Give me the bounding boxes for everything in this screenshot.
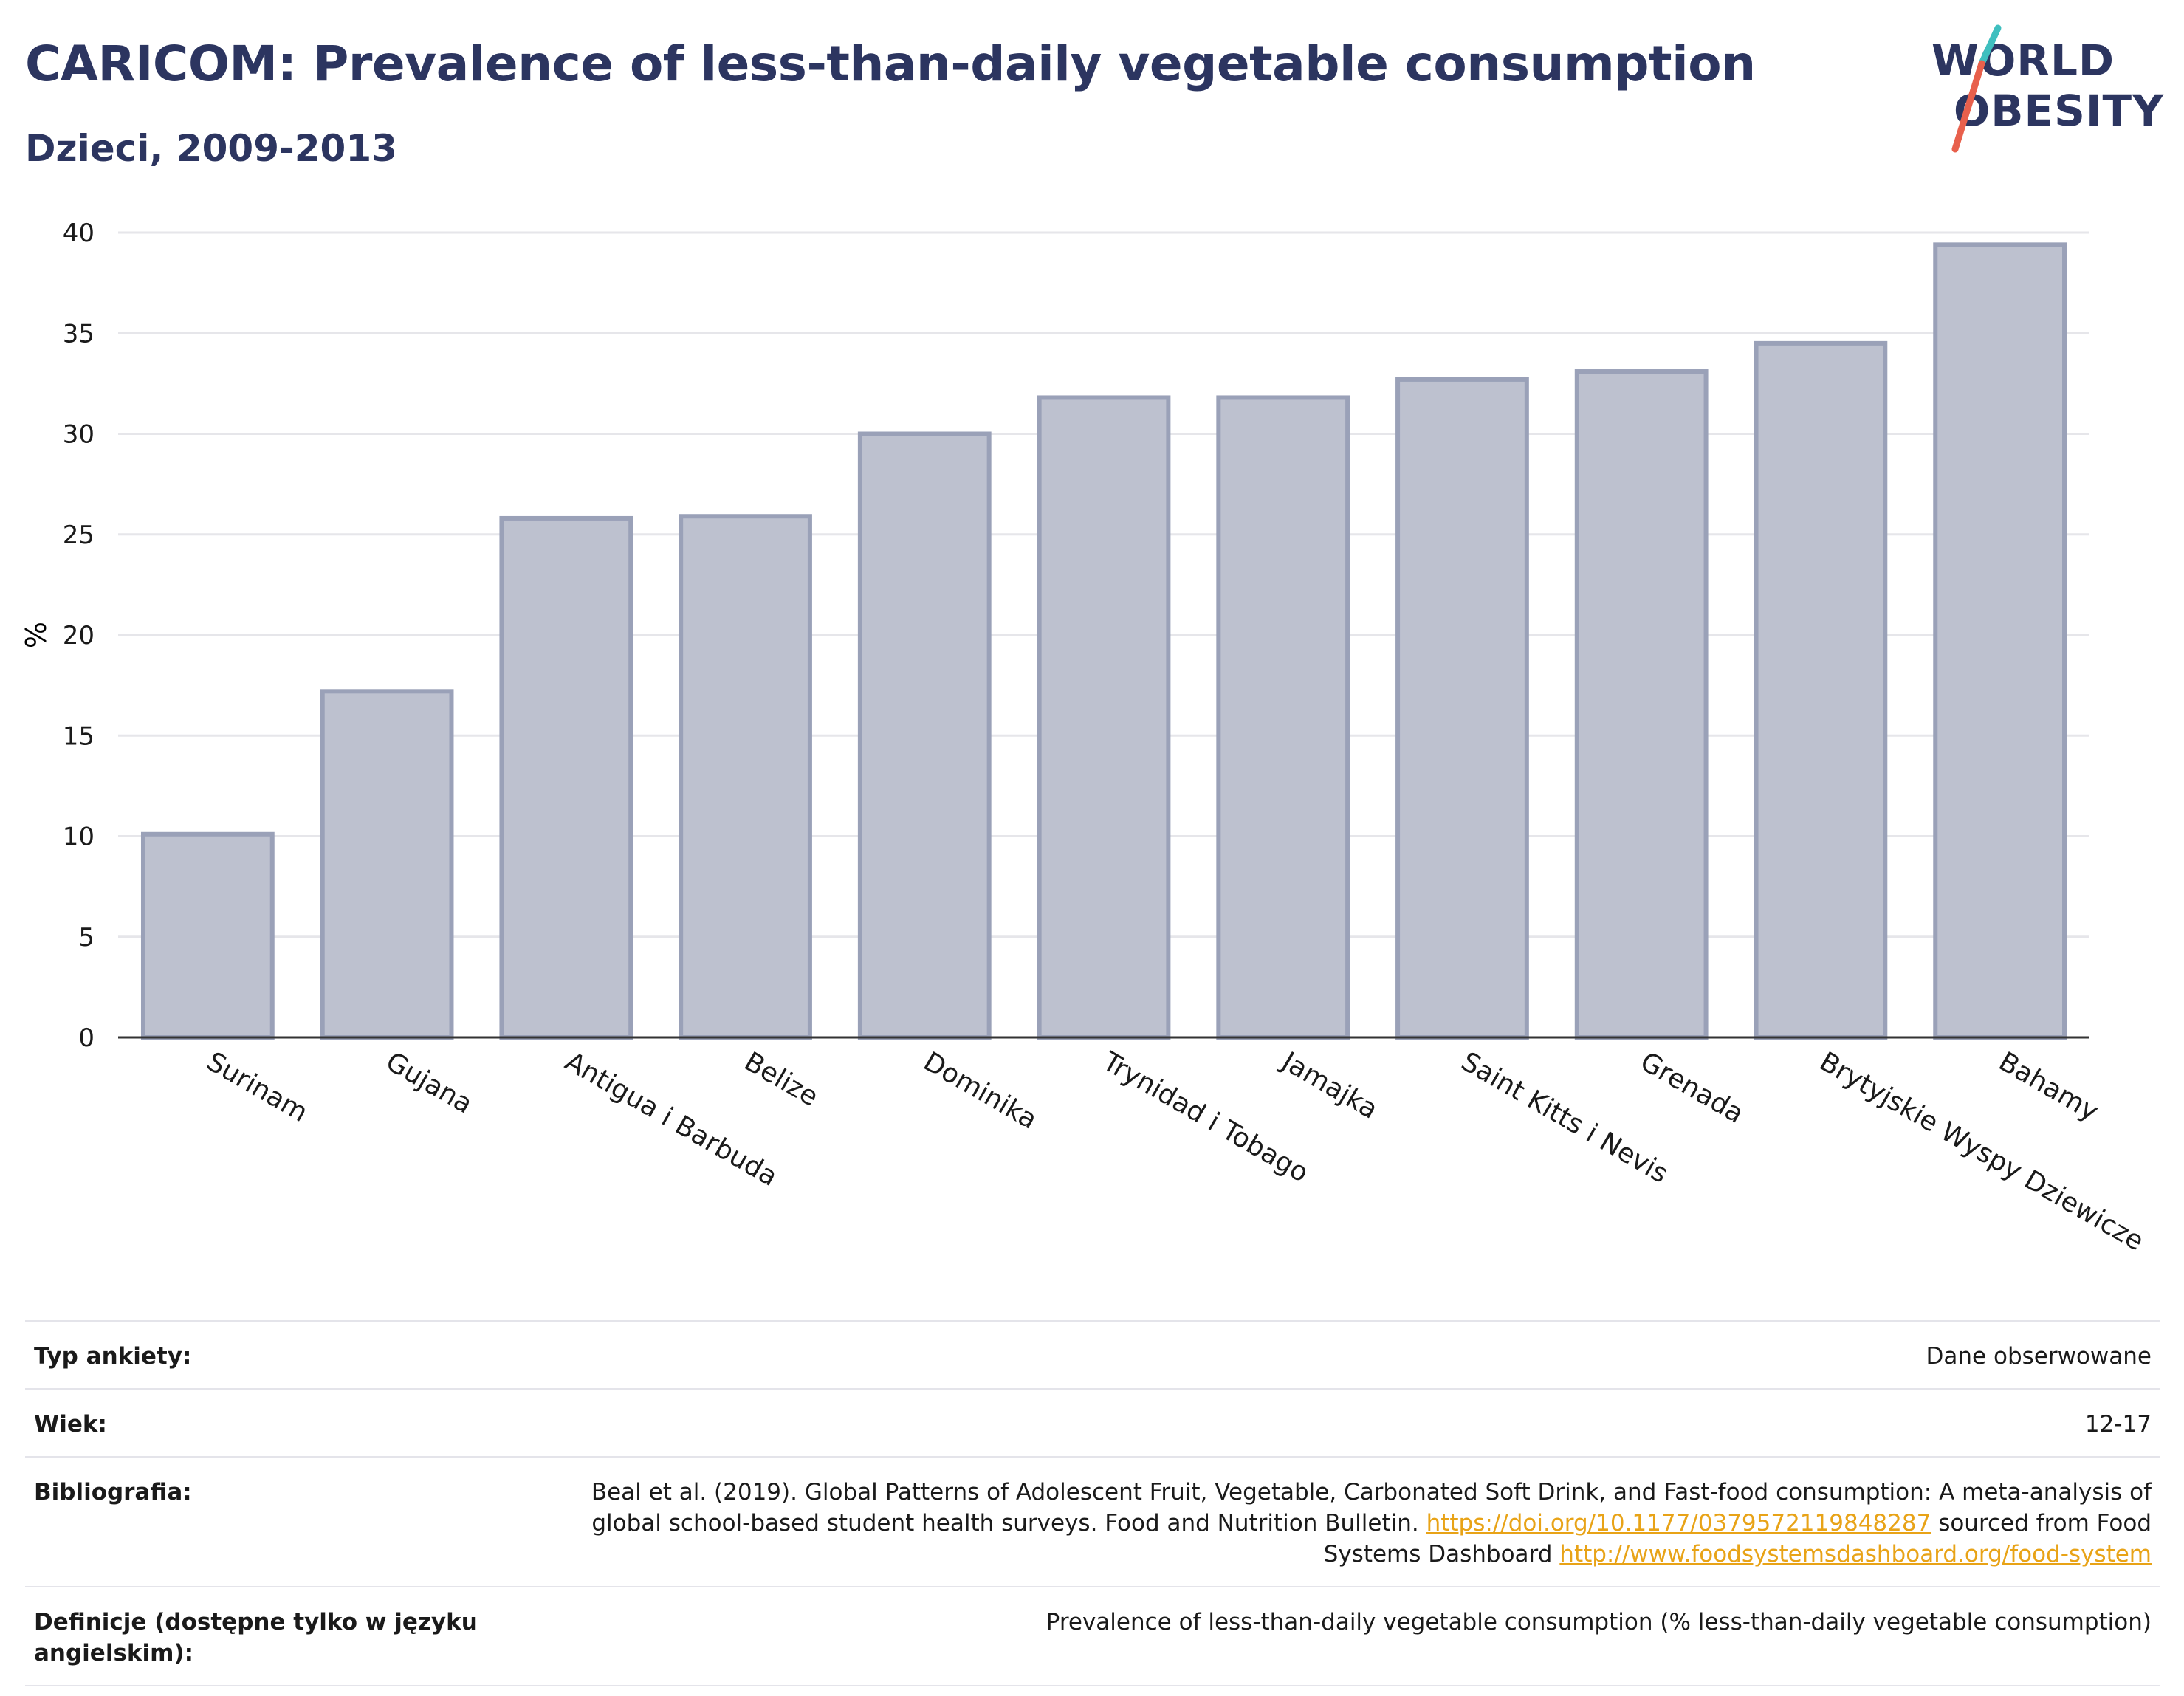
chart-subtitle: Dzieci, 2009-2013 bbox=[25, 127, 397, 170]
bar bbox=[1574, 369, 1709, 1040]
bar bbox=[1395, 377, 1529, 1040]
info-label: Wiek: bbox=[34, 1411, 107, 1438]
x-tick-label: Brytyjskie Wyspy Dziewicze bbox=[1814, 1046, 2149, 1257]
y-tick-label: 25 bbox=[63, 521, 95, 550]
x-tick-label: Dominika bbox=[918, 1046, 1043, 1135]
world-obesity-logo: WORLD OBESITY bbox=[1927, 22, 2171, 155]
info-value: Beal et al. (2019). Global Patterns of A… bbox=[527, 1477, 2152, 1570]
bar bbox=[499, 515, 633, 1040]
bars bbox=[140, 242, 2067, 1040]
chart-title: CARICOM: Prevalence of less-than-daily v… bbox=[25, 35, 1756, 92]
info-label: Typ ankiety: bbox=[34, 1343, 192, 1370]
y-tick-labels: 0 5 10 15 20 25 30 35 40 bbox=[63, 219, 95, 1053]
info-row-survey-type: Typ ankiety: Dane obserwowane bbox=[25, 1320, 2160, 1388]
y-axis-label: % bbox=[20, 622, 52, 648]
logo-line-2: OBESITY bbox=[1954, 86, 2165, 136]
bar bbox=[1037, 395, 1171, 1040]
y-tick-label: 10 bbox=[63, 823, 95, 852]
bar bbox=[140, 831, 275, 1040]
info-row-bibliography: Bibliografia: Beal et al. (2019). Global… bbox=[25, 1456, 2160, 1586]
bibliography-text-2: sourced from Food Systems Dashboard bbox=[1323, 1510, 2152, 1568]
x-tick-label: Bahamy bbox=[1994, 1046, 2104, 1127]
x-tick-label: Surinam bbox=[202, 1046, 313, 1128]
y-tick-label: 30 bbox=[63, 420, 95, 450]
bibliography-text: Beal et al. (2019). Global Patterns of A… bbox=[591, 1479, 2152, 1537]
info-value: 12-17 bbox=[2084, 1411, 2152, 1438]
x-tick-label: Belize bbox=[739, 1046, 823, 1112]
info-value: Dane obserwowane bbox=[1926, 1343, 2152, 1370]
bar bbox=[679, 514, 812, 1040]
doi-link[interactable]: https://doi.org/10.1177/0379572119848287 bbox=[1426, 1510, 1931, 1537]
info-value: Prevalence of less-than-daily vegetable … bbox=[1045, 1609, 2152, 1635]
bar bbox=[857, 431, 992, 1040]
y-tick-label: 20 bbox=[63, 621, 95, 650]
x-tick-label: Gujana bbox=[381, 1046, 478, 1119]
bar bbox=[1754, 340, 1888, 1040]
info-label: Bibliografia: bbox=[34, 1479, 192, 1506]
info-table: Typ ankiety: Dane obserwowane Wiek: 12-1… bbox=[25, 1320, 2160, 1686]
x-tick-label: Grenada bbox=[1635, 1046, 1749, 1129]
logo-line-1: WORLD bbox=[1931, 35, 2115, 86]
bar bbox=[1216, 395, 1350, 1040]
y-tick-label: 5 bbox=[78, 923, 95, 952]
y-tick-label: 0 bbox=[78, 1023, 95, 1053]
y-tick-label: 40 bbox=[63, 219, 95, 248]
info-row-age: Wiek: 12-17 bbox=[25, 1388, 2160, 1456]
bar bbox=[320, 689, 454, 1040]
y-tick-label: 15 bbox=[63, 721, 95, 751]
y-tick-label: 35 bbox=[63, 319, 95, 349]
dashboard-link[interactable]: http://www.foodsystemsdashboard.org/food… bbox=[1559, 1541, 2152, 1568]
info-label: Definicje (dostępne tylko w języku angie… bbox=[34, 1609, 478, 1666]
x-tick-label: Jamajka bbox=[1275, 1046, 1382, 1125]
info-row-definitions: Definicje (dostępne tylko w języku angie… bbox=[25, 1586, 2160, 1686]
logo-slash-icon bbox=[1951, 24, 2002, 153]
bar bbox=[1933, 242, 2067, 1040]
